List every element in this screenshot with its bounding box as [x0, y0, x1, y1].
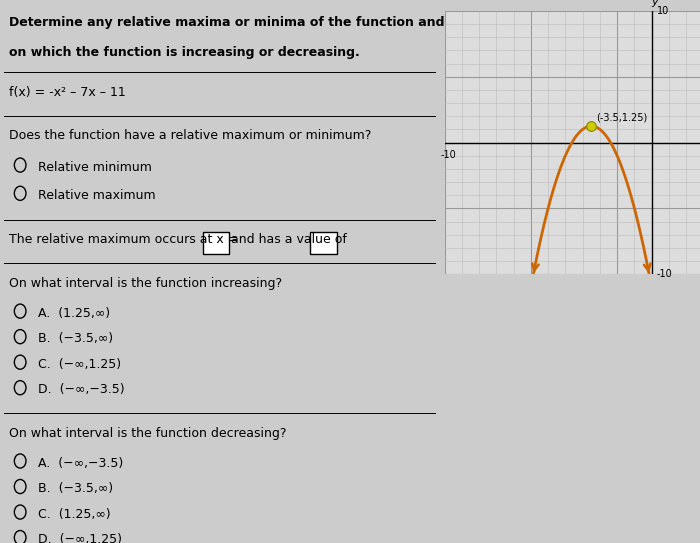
FancyBboxPatch shape: [203, 232, 230, 254]
Text: D.  (−∞,−3.5): D. (−∞,−3.5): [38, 383, 125, 396]
Text: on which the function is increasing or decreasing.: on which the function is increasing or d…: [9, 46, 360, 59]
Text: B.  (−3.5,∞): B. (−3.5,∞): [38, 332, 113, 345]
Text: On what interval is the function decreasing?: On what interval is the function decreas…: [9, 427, 286, 440]
Text: and has a value of: and has a value of: [231, 233, 346, 247]
Text: -10: -10: [440, 150, 456, 160]
Text: .: .: [337, 233, 341, 247]
Text: f(x) = -x² – 7x – 11: f(x) = -x² – 7x – 11: [9, 86, 126, 99]
Text: On what interval is the function increasing?: On what interval is the function increas…: [9, 277, 282, 290]
Text: 10: 10: [657, 6, 669, 16]
Text: Does the function have a relative maximum or minimum?: Does the function have a relative maximu…: [9, 129, 371, 142]
Text: The relative maximum occurs at x =: The relative maximum occurs at x =: [9, 233, 238, 247]
Text: D.  (−∞,1.25): D. (−∞,1.25): [38, 533, 122, 543]
Text: -10: -10: [657, 269, 673, 279]
Text: B.  (−3.5,∞): B. (−3.5,∞): [38, 482, 113, 495]
Text: C.  (1.25,∞): C. (1.25,∞): [38, 508, 111, 521]
Text: Relative maximum: Relative maximum: [38, 189, 155, 202]
Text: Relative minimum: Relative minimum: [38, 161, 152, 174]
Text: C.  (−∞,1.25): C. (−∞,1.25): [38, 358, 121, 371]
Text: (-3.5,1.25): (-3.5,1.25): [596, 113, 648, 123]
Text: A.  (−∞,−3.5): A. (−∞,−3.5): [38, 457, 123, 470]
Text: A.  (1.25,∞): A. (1.25,∞): [38, 307, 110, 320]
Text: y: y: [651, 0, 657, 7]
FancyBboxPatch shape: [311, 232, 337, 254]
Text: Determine any relative maxima or minima of the function and the intervals: Determine any relative maxima or minima …: [9, 16, 538, 29]
